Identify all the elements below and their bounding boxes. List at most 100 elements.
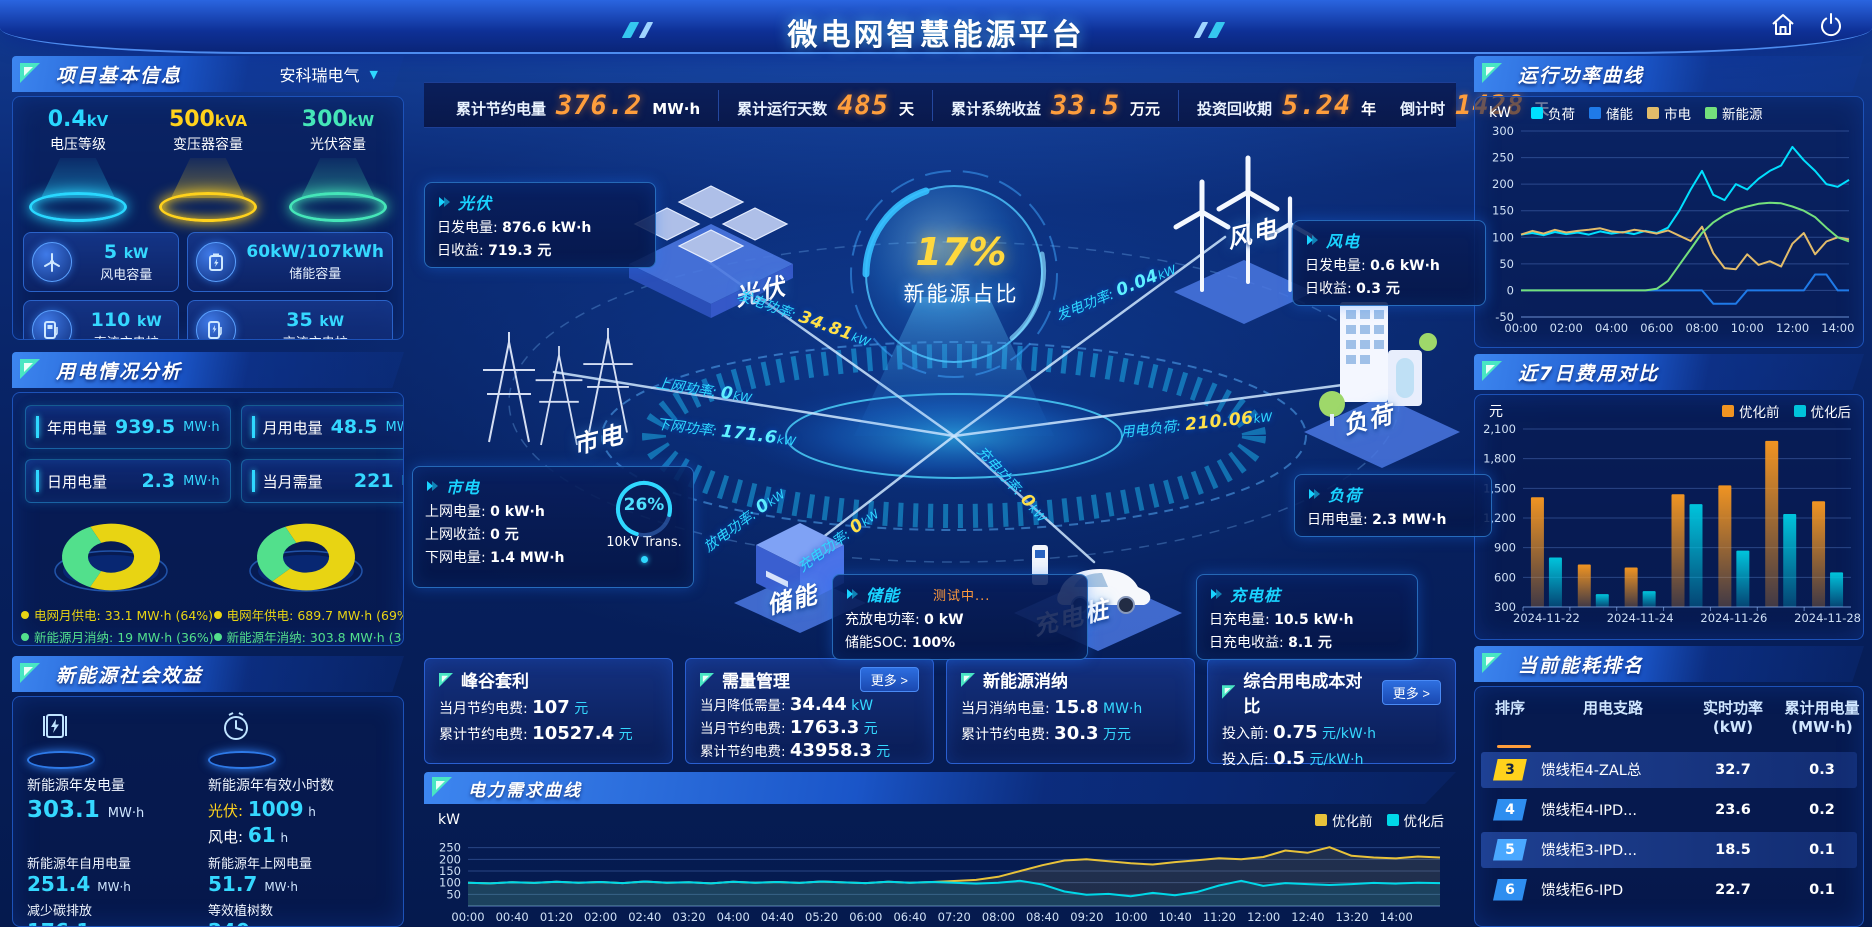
svg-text:06:00: 06:00 — [1640, 321, 1673, 335]
wind-turbines-illustration — [1173, 155, 1315, 324]
kpi-value: 5.24 — [1282, 89, 1352, 121]
legend-swatch — [1704, 107, 1717, 119]
svg-text:02:00: 02:00 — [584, 910, 617, 924]
title-chevron-icon — [427, 481, 438, 491]
transformer-gauge-ring — [616, 481, 672, 537]
info-panel-ess: 储能 测试中... 充放电功率: 0 kW 储能SOC: 100% — [832, 574, 1088, 660]
svg-text:04:00: 04:00 — [717, 910, 750, 924]
stat-month-demand: 当月需量221kW — [240, 459, 403, 503]
project-selector-value: 安科瑞电气 — [279, 66, 360, 85]
legend-label: 优化后 — [1403, 814, 1445, 830]
ranking-row[interactable]: 3 馈线柜4-ZAL总 32.7 0.3 — [1481, 751, 1857, 788]
legend-label: 市电 — [1663, 107, 1691, 123]
corner-arrow-icon — [439, 672, 453, 687]
svg-text:05:20: 05:20 — [805, 910, 838, 924]
svg-text:01:20: 01:20 — [540, 910, 573, 924]
home-icon[interactable] — [1770, 12, 1796, 38]
caret-down-icon: ▼ — [369, 67, 378, 81]
rank-badge: 4 — [1493, 798, 1527, 821]
pedestal-voltage: 0.4kV 电压等级 — [19, 107, 137, 222]
svg-text:50: 50 — [446, 887, 461, 901]
renewable-share: 17% 新能源占比 — [876, 230, 1046, 308]
total-energy: 0.1 — [1809, 881, 1835, 898]
svg-text:-50: -50 — [1495, 310, 1514, 324]
panel-cost-compare: 近7日费用对比 元 优化前 优化后 300 600 900 1,200 1,500 1,80… — [1474, 354, 1864, 640]
branch-name: 馈线柜6-IPD — [1541, 883, 1624, 899]
svg-text:06:40: 06:40 — [893, 910, 926, 924]
svg-text:00:00: 00:00 — [1504, 321, 1537, 335]
total-energy: 0.1 — [1809, 841, 1835, 858]
branch-name: 馈线柜3-IPD... — [1541, 843, 1637, 859]
ranking-row[interactable]: 5 馈线柜3-IPD... 18.5 0.1 — [1481, 831, 1857, 868]
legend-item: 优化后 — [1793, 401, 1851, 421]
corner-arrow-icon — [961, 672, 975, 687]
svg-text:04:00: 04:00 — [1595, 321, 1628, 335]
axis-unit-label: kW — [1489, 105, 1511, 121]
svg-text:12:00: 12:00 — [1776, 321, 1809, 335]
kpi-unit: MW·h — [652, 99, 701, 118]
svg-text:50: 50 — [1499, 257, 1514, 271]
panel-power-curve: 运行功率曲线 kW 负荷 储能 市电 新能源 -50 0 50 100 150 200 250 30… — [1474, 56, 1864, 348]
pedestal-pv-capacity: 300kW 光伏容量 — [279, 107, 397, 222]
corner-arrow-icon — [1482, 361, 1502, 381]
legend-item: 电网年供电: 689.7 MW·h (69%) — [213, 605, 403, 624]
more-button[interactable]: 更多 > — [859, 667, 919, 692]
legend-swatch — [1646, 107, 1659, 119]
svg-text:00:00: 00:00 — [451, 910, 484, 924]
svg-text:150: 150 — [1492, 204, 1514, 218]
corner-arrow-icon — [20, 359, 40, 379]
svg-text:08:00: 08:00 — [982, 910, 1015, 924]
svg-text:13:20: 13:20 — [1335, 910, 1368, 924]
panel-title: 用电情况分析 — [56, 360, 183, 383]
legend-swatch — [1386, 814, 1399, 826]
svg-text:200: 200 — [1492, 177, 1514, 191]
info-panel-load: 负荷 日用电量: 2.3 MW·h — [1294, 474, 1492, 537]
svg-text:04:40: 04:40 — [761, 910, 794, 924]
project-selector[interactable]: 安科瑞电气 ▼ — [280, 62, 378, 86]
svg-text:2024-11-22: 2024-11-22 — [1513, 611, 1580, 625]
more-button[interactable]: 更多 > — [1381, 679, 1441, 705]
renewable-share-value: 17% — [915, 230, 1007, 274]
transformer-gauge-label: 10kV Trans. — [606, 535, 682, 550]
legend-item: 储能 — [1588, 103, 1633, 123]
kpi-label: 累计节约电量 — [456, 99, 547, 118]
load-building-illustration — [1304, 302, 1460, 468]
kpi-total-income: 累计系统收益 33.5 万元 — [933, 89, 1180, 121]
corner-arrow-icon — [700, 672, 714, 687]
legend-item: 电网月供电: 33.1 MW·h (64%) — [21, 605, 214, 624]
legend-label: 新能源 — [1721, 107, 1763, 123]
kpi-energy-saved: 累计节约电量 376.2 MW·h — [438, 89, 720, 121]
total-energy: 0.3 — [1809, 761, 1835, 778]
info-panel-pv: 光伏 日发电量: 876.6 kW·h 日收益: 719.3 元 — [424, 182, 656, 268]
svg-text:02:00: 02:00 — [1550, 321, 1583, 335]
panel-title: 项目基本信息 — [56, 64, 183, 87]
grid-towers-illustration — [483, 328, 633, 446]
gauge-dot — [640, 556, 648, 563]
benefit-generation: 新能源年发电量 303.1 MW·h — [27, 705, 208, 847]
ranking-row[interactable]: 6 馈线柜6-IPD 22.7 0.1 — [1481, 872, 1857, 908]
scroll-indicator — [1497, 744, 1531, 748]
corner-arrow-icon — [432, 777, 452, 797]
legend-item: 新能源月消纳: 19 MW·h (36%) — [21, 627, 214, 645]
corner-arrow-icon — [1222, 685, 1236, 699]
svg-text:250: 250 — [439, 841, 461, 855]
svg-text:11:20: 11:20 — [1203, 910, 1236, 924]
energy-flow-diagram: 17% 新能源占比 光伏 风电 市电 负荷 储能 充电桩 发电功率: 34.81… — [404, 122, 1492, 660]
header-bar: 微电网智慧能源平台 — [0, 0, 1872, 54]
legend-item: 新能源 — [1704, 103, 1763, 123]
kpi-unit: 天 — [898, 99, 914, 118]
ranking-row[interactable]: 4 馈线柜4-IPD... 23.6 0.2 — [1481, 792, 1857, 828]
legend-item: 新能源年消纳: 303.8 MW·h (31%) — [213, 627, 403, 645]
benefit-item: 减少碳排放176.1 t — [27, 904, 93, 926]
svg-text:09:20: 09:20 — [1070, 910, 1103, 924]
kpi-payback: 投资回收期 5.24 年 倒计时 1428 天 — [1179, 90, 1567, 121]
pedestal-transformer: 500kVA 变压器容量 — [149, 107, 267, 222]
svg-text:250: 250 — [1492, 151, 1514, 165]
power-icon[interactable] — [1818, 12, 1844, 38]
realtime-power: 18.5 — [1715, 841, 1751, 858]
legend-swatch — [1793, 405, 1806, 417]
savings-panel-peak-valley: 峰谷套利 当月节约电费: 107 元 累计节约电费: 10527.4 元 — [424, 658, 673, 764]
benefit-item: 新能源年自用电量 251.4 MW·h — [27, 857, 132, 896]
